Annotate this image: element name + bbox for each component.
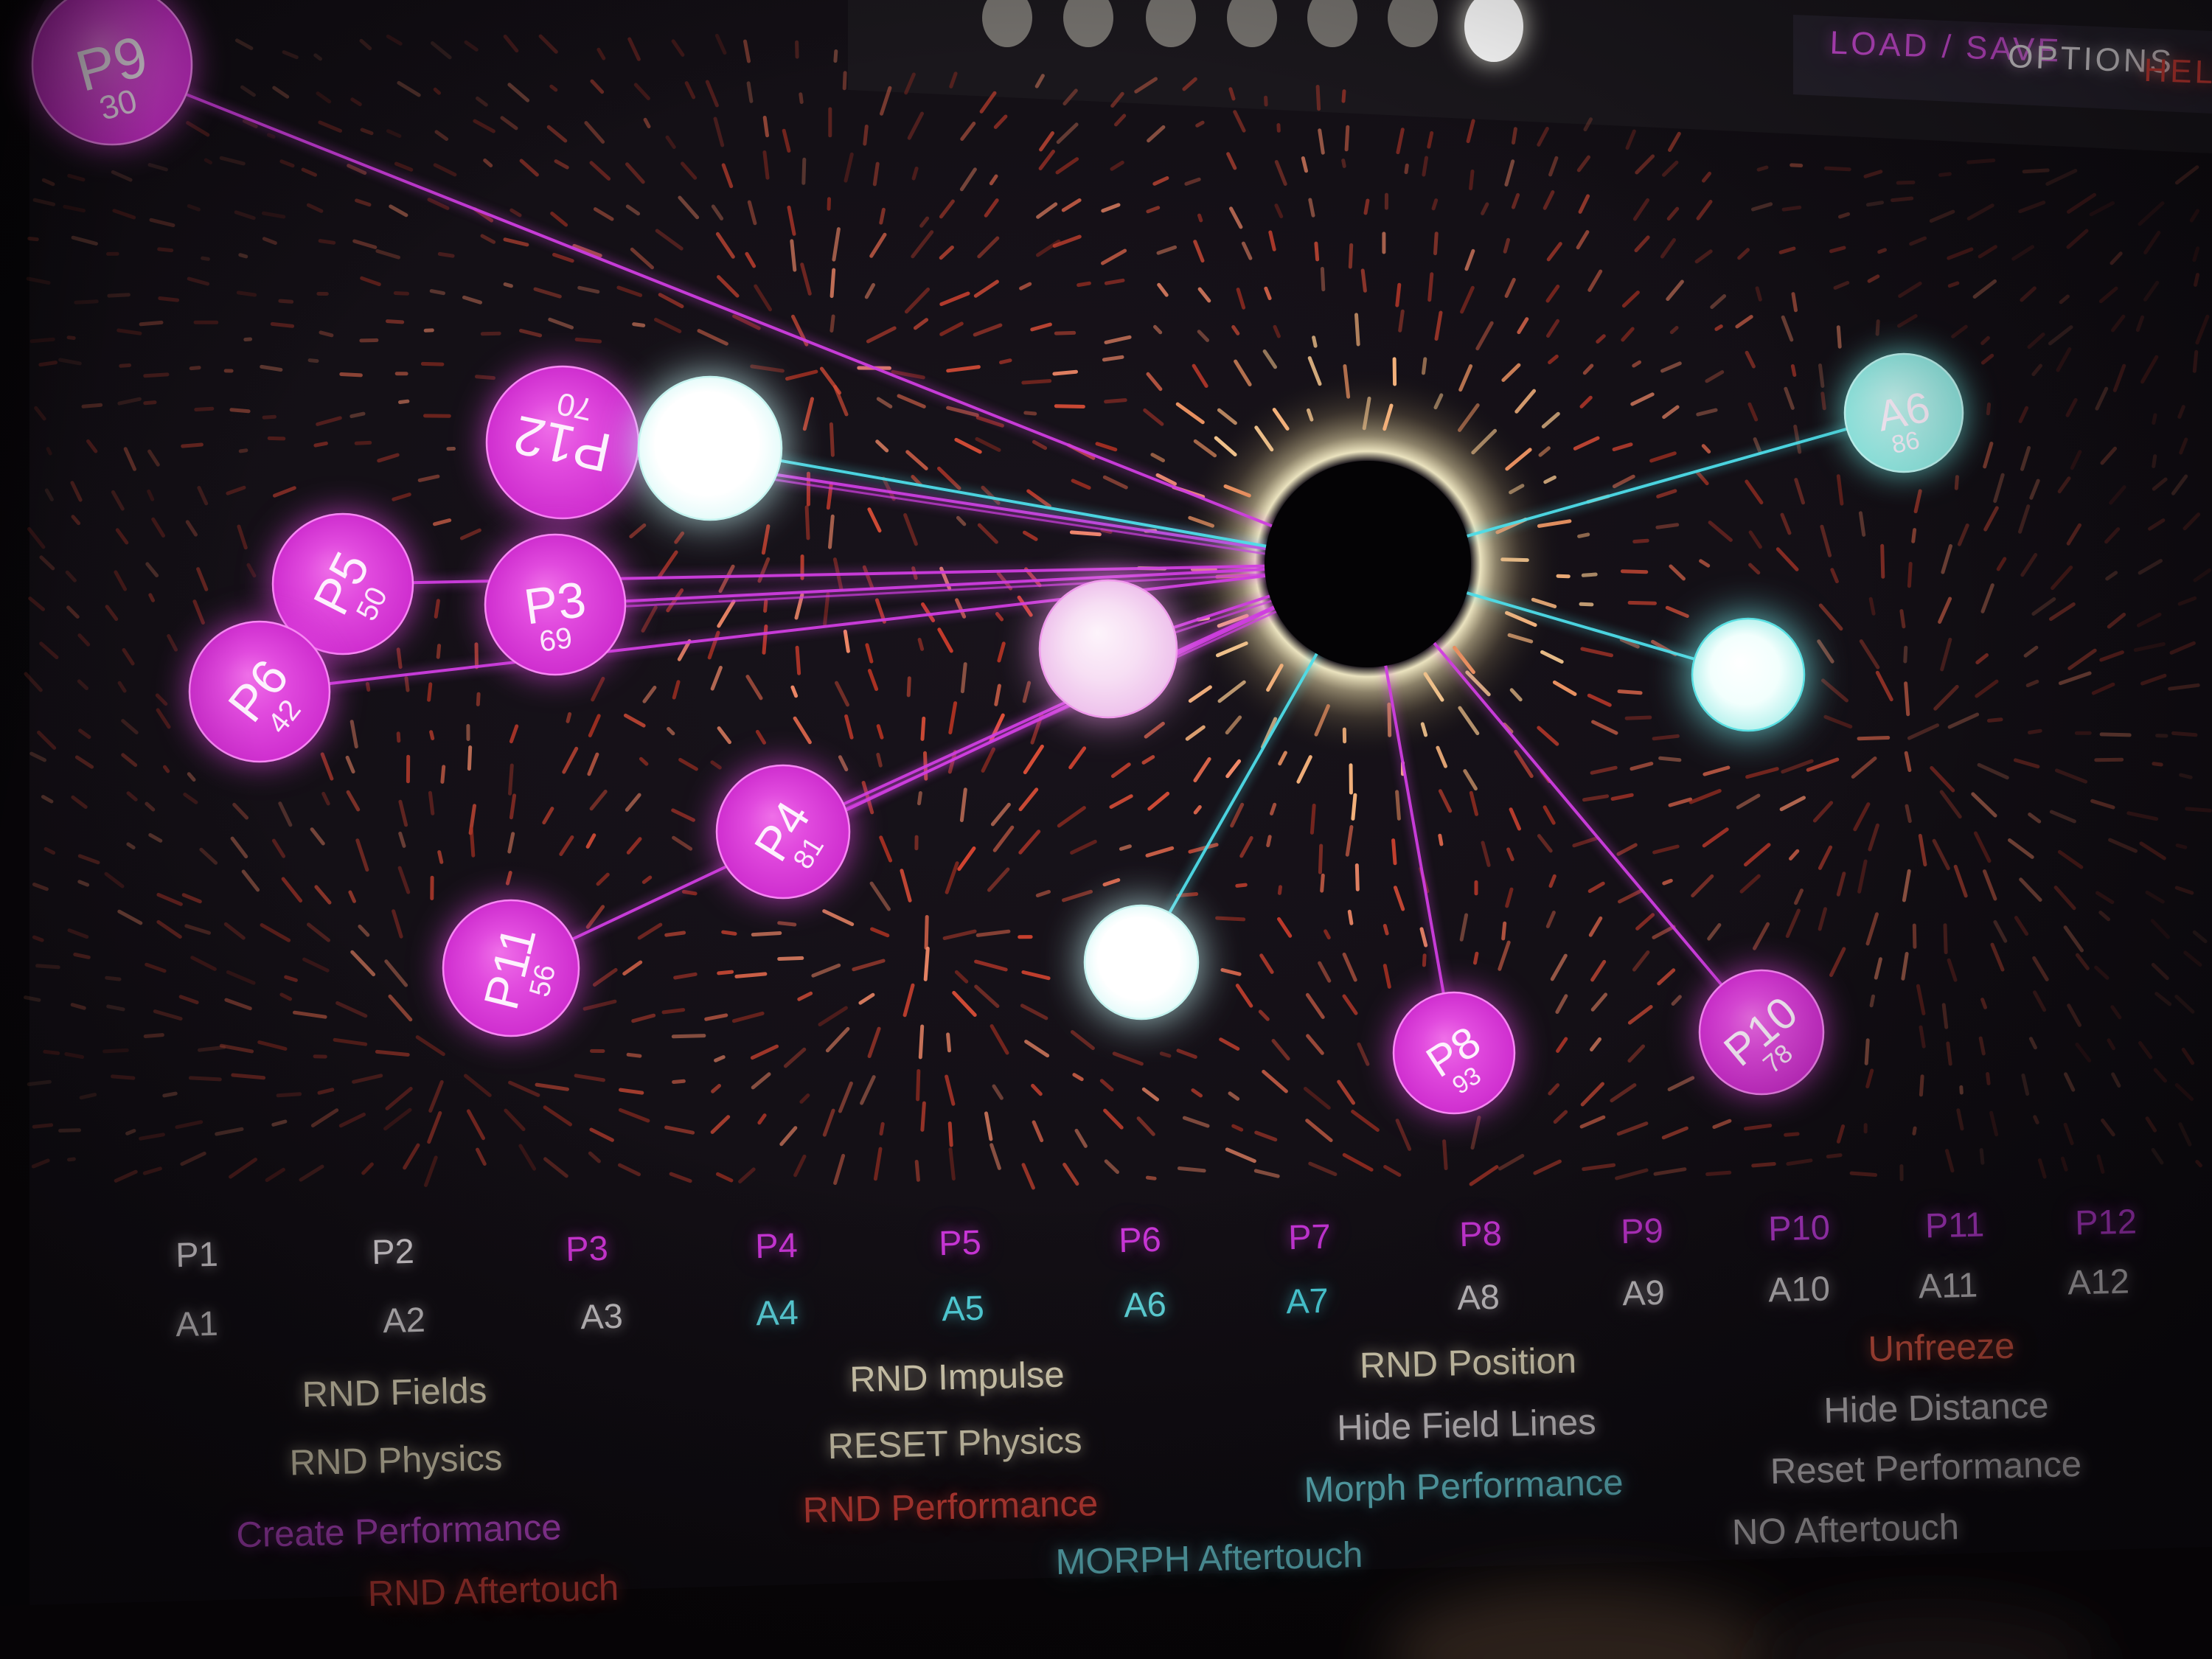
slot-a11[interactable]: A11 [1918, 1265, 1978, 1306]
button-reset-physics[interactable]: RESET Physics [827, 1420, 1083, 1467]
button-rnd-impulse[interactable]: RND Impulse [849, 1354, 1065, 1400]
slot-p4[interactable]: P4 [754, 1225, 799, 1266]
slot-p3[interactable]: P3 [565, 1228, 609, 1269]
slot-p2[interactable]: P2 [371, 1231, 415, 1272]
slot-a2[interactable]: A2 [382, 1299, 426, 1340]
slot-p1[interactable]: P1 [175, 1234, 219, 1275]
button-reset-performance[interactable]: Reset Performance [1770, 1444, 2082, 1492]
slot-p10[interactable]: P10 [1767, 1207, 1831, 1248]
button-unfreeze[interactable]: Unfreeze [1867, 1326, 2016, 1370]
button-rnd-position[interactable]: RND Position [1359, 1340, 1577, 1386]
slot-p11[interactable]: P11 [1924, 1204, 1985, 1245]
slot-a9[interactable]: A9 [1621, 1272, 1666, 1313]
slot-a10[interactable]: A10 [1767, 1268, 1831, 1310]
button-rnd-aftertouch[interactable]: RND Aftertouch [367, 1568, 619, 1615]
slot-a4[interactable]: A4 [755, 1292, 799, 1333]
slot-a1[interactable]: A1 [175, 1303, 219, 1344]
button-morph-performance[interactable]: Morph Performance [1303, 1462, 1624, 1511]
slot-a5[interactable]: A5 [941, 1287, 985, 1329]
slot-a3[interactable]: A3 [580, 1295, 624, 1337]
menu-help[interactable]: HELP [2143, 52, 2212, 92]
button-no-aftertouch[interactable]: NO Aftertouch [1731, 1507, 1960, 1553]
button-rnd-physics[interactable]: RND Physics [289, 1438, 503, 1484]
slot-a6[interactable]: A6 [1123, 1284, 1167, 1325]
button-hide-field-lines[interactable]: Hide Field Lines [1336, 1402, 1597, 1449]
slot-a8[interactable]: A8 [1456, 1276, 1500, 1318]
slot-p12[interactable]: P12 [2074, 1201, 2138, 1242]
button-morph-aftertouch[interactable]: MORPH Aftertouch [1055, 1534, 1363, 1583]
slot-p6[interactable]: P6 [1118, 1219, 1162, 1260]
slot-p5[interactable]: P5 [938, 1222, 982, 1263]
slot-p9[interactable]: P9 [1620, 1210, 1664, 1251]
button-rnd-performance[interactable]: RND Performance [802, 1484, 1099, 1531]
slot-a7[interactable]: A7 [1285, 1280, 1329, 1321]
button-create-performance[interactable]: Create Performance [235, 1507, 563, 1556]
slot-p8[interactable]: P8 [1458, 1213, 1503, 1254]
button-rnd-fields[interactable]: RND Fields [302, 1370, 487, 1416]
slot-p7[interactable]: P7 [1287, 1216, 1332, 1257]
slot-a12[interactable]: A12 [2067, 1261, 2130, 1302]
button-hide-distance[interactable]: Hide Distance [1823, 1385, 2050, 1431]
